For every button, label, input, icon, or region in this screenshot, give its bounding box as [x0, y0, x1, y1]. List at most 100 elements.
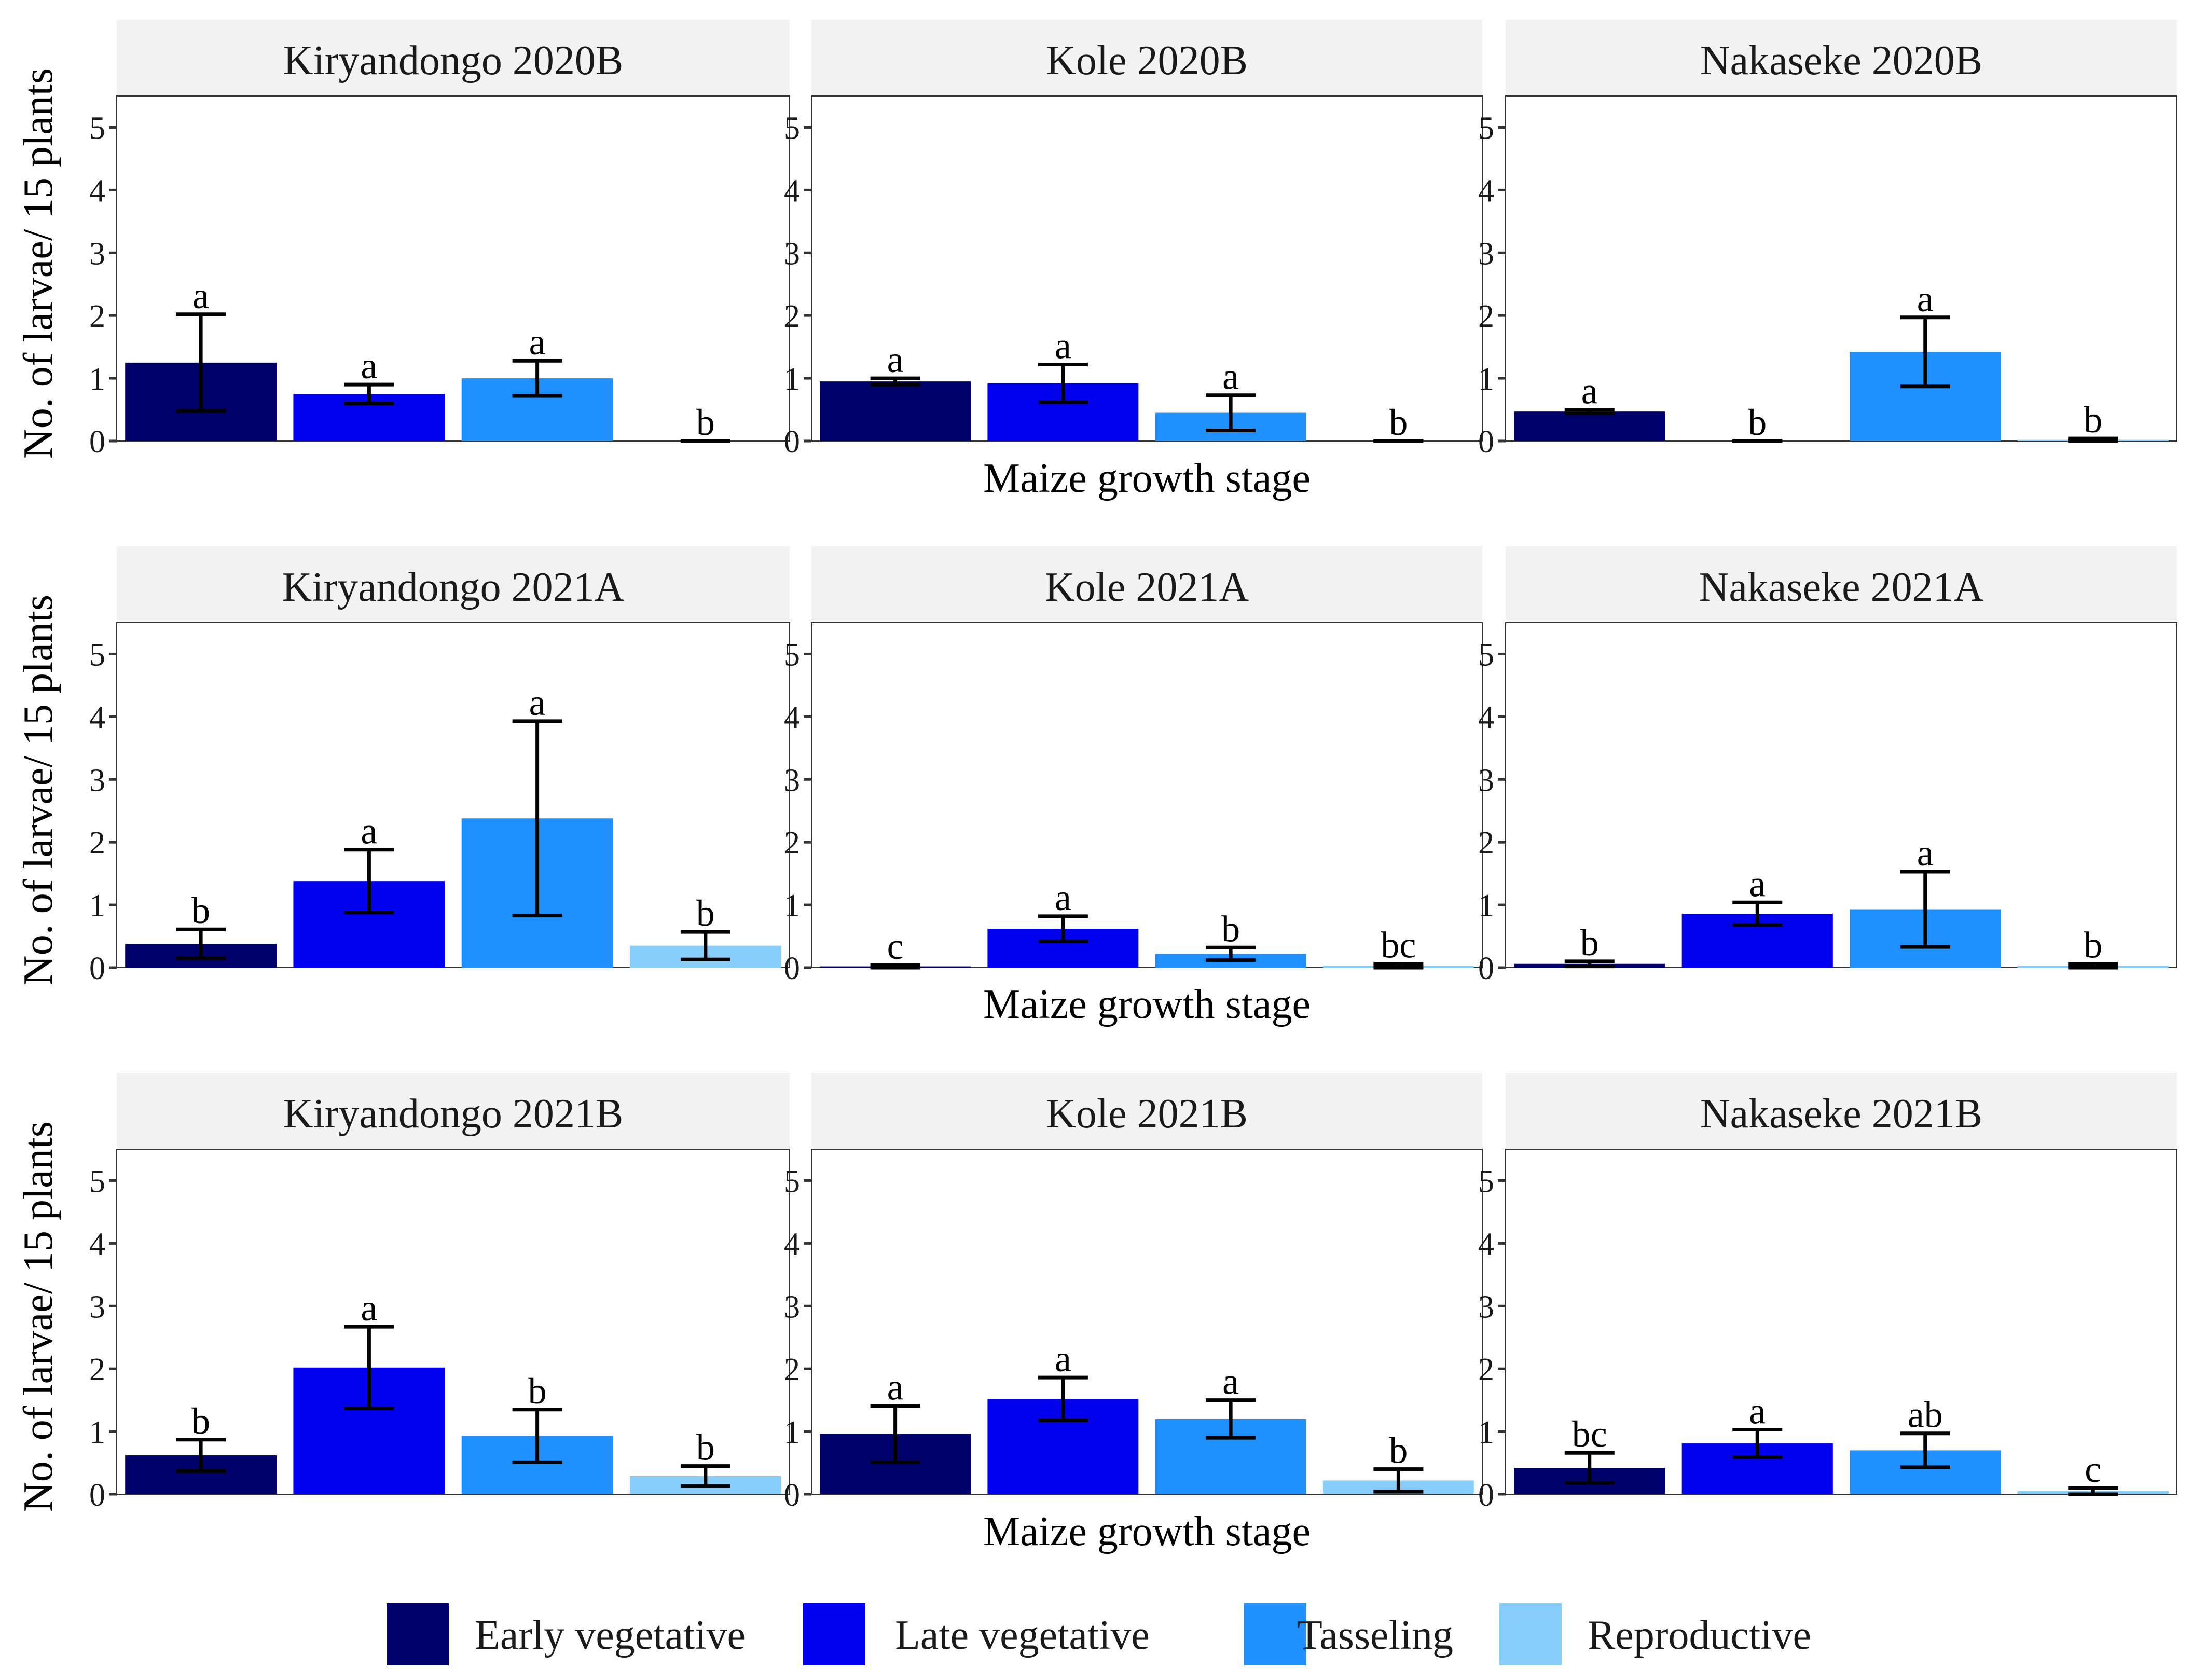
legend-label: Early vegetative	[475, 1613, 746, 1658]
significance-letter: a	[1222, 1361, 1239, 1402]
significance-letter: a	[361, 1287, 377, 1329]
significance-letter: b	[191, 890, 210, 931]
y-tick-label: 4	[784, 700, 800, 735]
significance-letter: b	[1748, 402, 1767, 443]
y-tick-label: 1	[784, 1415, 800, 1450]
significance-letter: a	[1222, 356, 1239, 397]
significance-letter: a	[887, 1367, 904, 1408]
significance-letter: b	[528, 1370, 547, 1412]
significance-letter: a	[529, 321, 546, 363]
legend-swatch	[387, 1603, 449, 1665]
significance-letter: a	[1917, 278, 1934, 320]
x-axis-title: Maize growth stage	[983, 1509, 1311, 1554]
facet-strip	[1506, 546, 2177, 623]
significance-letter: b	[1389, 1430, 1408, 1471]
significance-letter: a	[1055, 1338, 1071, 1380]
y-tick-label: 4	[89, 700, 105, 735]
legend-swatch	[1244, 1603, 1306, 1665]
significance-letter: a	[529, 682, 546, 723]
y-tick-label: 1	[784, 888, 800, 924]
facet-title: Nakaseke 2020B	[1700, 38, 1982, 84]
significance-letter: a	[361, 810, 377, 852]
y-tick-label: 1	[1478, 888, 1494, 924]
y-tick-label: 0	[89, 951, 105, 986]
plot-panel	[811, 622, 1483, 968]
significance-letter: bc	[1381, 925, 1416, 966]
y-tick-label: 1	[1478, 1415, 1494, 1450]
significance-letter: c	[2085, 1449, 2101, 1490]
bar	[820, 381, 971, 441]
y-tick-label: 1	[1478, 362, 1494, 397]
facet-title: Nakaseke 2021B	[1700, 1091, 1982, 1137]
y-tick-label: 2	[784, 1352, 800, 1387]
y-tick-label: 1	[89, 888, 105, 924]
y-axis-title: No. of larvae/ 15 plants	[16, 595, 61, 985]
significance-letter: a	[887, 339, 904, 380]
plot-panel	[1505, 1149, 2177, 1495]
y-tick-label: 2	[89, 299, 105, 334]
significance-letter: a	[1917, 832, 1934, 874]
facet-title: Kole 2021A	[1045, 564, 1249, 610]
y-tick-label: 3	[784, 1289, 800, 1325]
y-tick-label: 3	[89, 763, 105, 798]
y-tick-label: 0	[1478, 1478, 1494, 1513]
y-tick-label: 5	[1478, 111, 1494, 146]
legend-swatch	[1499, 1603, 1562, 1665]
y-tick-label: 5	[89, 637, 105, 672]
y-axis-title: No. of larvae/ 15 plants	[16, 68, 61, 459]
y-tick-label: 0	[89, 1478, 105, 1513]
facet-title: Kole 2020B	[1046, 38, 1248, 84]
significance-letter: b	[2084, 925, 2102, 966]
y-tick-label: 5	[1478, 637, 1494, 672]
significance-letter: b	[2084, 399, 2102, 440]
legend-swatch	[803, 1603, 865, 1665]
facet-strip	[117, 20, 790, 96]
facet-title: Kiryandongo 2021A	[282, 564, 625, 610]
y-tick-label: 5	[784, 637, 800, 672]
significance-letter: bc	[1572, 1413, 1607, 1455]
y-tick-label: 0	[1478, 424, 1494, 460]
facet-title: Kiryandongo 2021B	[283, 1091, 624, 1137]
y-tick-label: 1	[89, 362, 105, 397]
y-tick-label: 2	[1478, 825, 1494, 861]
facet-strip	[811, 546, 1482, 623]
y-tick-label: 2	[784, 299, 800, 334]
plot-panel	[116, 622, 790, 968]
y-tick-label: 2	[784, 825, 800, 861]
y-tick-label: 2	[89, 1352, 105, 1387]
plot-panel	[1505, 95, 2177, 442]
y-tick-label: 3	[1478, 1289, 1494, 1325]
x-axis-title: Maize growth stage	[983, 456, 1311, 501]
x-axis-title: Maize growth stage	[983, 982, 1311, 1027]
y-tick-label: 1	[89, 1415, 105, 1450]
significance-letter: a	[1581, 370, 1598, 412]
y-tick-label: 2	[1478, 299, 1494, 334]
y-tick-label: 2	[89, 825, 105, 861]
y-tick-label: 5	[89, 111, 105, 146]
legend-label: Late vegetative	[895, 1613, 1150, 1658]
significance-letter: c	[887, 926, 904, 967]
plot-panel	[1505, 622, 2177, 968]
y-tick-label: 4	[89, 173, 105, 209]
y-tick-label: 4	[784, 1227, 800, 1262]
significance-letter: b	[696, 402, 715, 443]
y-tick-label: 1	[784, 362, 800, 397]
significance-letter: b	[1389, 402, 1408, 443]
y-tick-label: 0	[1478, 951, 1494, 986]
significance-letter: b	[696, 892, 715, 934]
facet-strip	[811, 1073, 1482, 1149]
y-tick-label: 0	[784, 1478, 800, 1513]
y-tick-label: 5	[89, 1164, 105, 1199]
y-tick-label: 3	[89, 236, 105, 271]
significance-letter: a	[361, 345, 377, 387]
y-tick-label: 4	[89, 1227, 105, 1262]
significance-letter: a	[1749, 863, 1766, 904]
plot-panel	[116, 1149, 790, 1495]
y-axis-title: No. of larvae/ 15 plants	[16, 1121, 61, 1512]
facet-strip	[1506, 1073, 2177, 1149]
facet-title: Nakaseke 2021A	[1699, 564, 1984, 610]
significance-letter: b	[696, 1427, 715, 1468]
legend-label: Reproductive	[1588, 1613, 1811, 1658]
y-tick-label: 5	[784, 1164, 800, 1199]
facet-strip	[811, 20, 1482, 96]
